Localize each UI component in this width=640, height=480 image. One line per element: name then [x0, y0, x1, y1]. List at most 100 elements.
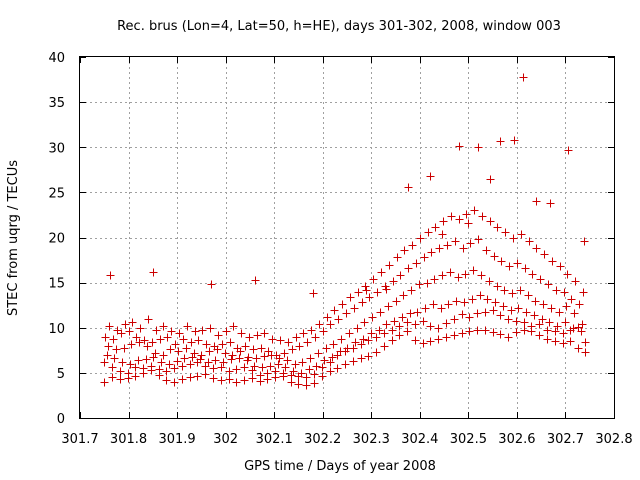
- data-point: [376, 308, 385, 317]
- data-point: [382, 320, 391, 329]
- x-tick-label: 302: [213, 432, 238, 447]
- data-point: [446, 268, 455, 277]
- data-point: [217, 376, 226, 385]
- data-point: [240, 363, 249, 372]
- data-point: [186, 373, 195, 382]
- data-point: [458, 310, 467, 319]
- data-point: [455, 215, 464, 224]
- data-point: [280, 349, 289, 358]
- data-point: [170, 378, 179, 387]
- data-point: [473, 309, 482, 318]
- data-point: [483, 295, 492, 304]
- data-point: [364, 336, 373, 345]
- data-point: [276, 336, 285, 345]
- data-point: [477, 271, 486, 280]
- data-point: [522, 308, 531, 317]
- x-tick-label: 302.4: [401, 432, 438, 447]
- data-point: [561, 318, 570, 327]
- data-point: [222, 327, 231, 336]
- data-point: [249, 345, 258, 354]
- data-point: [210, 342, 219, 351]
- data-point: [248, 366, 257, 375]
- data-point: [170, 364, 179, 373]
- data-point: [112, 345, 121, 354]
- data-point: [388, 326, 397, 335]
- data-point: [318, 363, 327, 372]
- x-tick-label: 301.9: [158, 432, 195, 447]
- data-point: [166, 345, 175, 354]
- data-point: [489, 306, 498, 315]
- data-point: [309, 289, 318, 298]
- data-point: [543, 335, 552, 344]
- data-point: [434, 324, 443, 333]
- data-point: [198, 326, 207, 335]
- data-point: [148, 338, 157, 347]
- data-point: [311, 333, 320, 342]
- data-point: [458, 329, 467, 338]
- data-point: [116, 367, 125, 376]
- x-tick-label: 302.5: [450, 432, 487, 447]
- data-point: [532, 244, 541, 253]
- data-point: [351, 338, 360, 347]
- data-point: [354, 288, 363, 297]
- data-point: [395, 331, 404, 340]
- data-point: [367, 329, 376, 338]
- data-point: [315, 320, 324, 329]
- data-point: [235, 354, 244, 363]
- data-point: [289, 367, 298, 376]
- data-point: [500, 286, 509, 295]
- data-point: [580, 237, 589, 246]
- data-point: [461, 270, 470, 279]
- data-point: [159, 351, 168, 360]
- data-point: [272, 351, 281, 360]
- data-point: [535, 331, 544, 340]
- data-point: [241, 342, 250, 351]
- data-point: [283, 356, 292, 365]
- data-point: [455, 142, 464, 151]
- data-point: [512, 328, 521, 337]
- data-point: [532, 197, 541, 206]
- data-point: [343, 344, 352, 353]
- data-point: [162, 376, 171, 385]
- data-point: [178, 375, 187, 384]
- data-point: [563, 270, 572, 279]
- data-point: [442, 333, 451, 342]
- data-point: [113, 326, 122, 335]
- data-point: [435, 244, 444, 253]
- data-point: [297, 369, 306, 378]
- data-point: [274, 360, 283, 369]
- data-point: [281, 363, 290, 372]
- data-point: [434, 335, 443, 344]
- data-point: [326, 367, 335, 376]
- data-point: [538, 315, 547, 324]
- data-point: [406, 309, 415, 318]
- data-point: [544, 280, 553, 289]
- data-point: [496, 311, 505, 320]
- data-point: [182, 344, 191, 353]
- data-point: [101, 333, 110, 342]
- data-point: [134, 356, 143, 365]
- data-point: [124, 369, 133, 378]
- data-point: [543, 326, 552, 335]
- data-point: [579, 288, 588, 297]
- data-point: [250, 362, 259, 371]
- data-point: [271, 367, 280, 376]
- data-point: [226, 338, 235, 347]
- data-point: [497, 257, 506, 266]
- data-point: [109, 335, 118, 344]
- data-point: [173, 357, 182, 366]
- data-point: [546, 199, 555, 208]
- data-point: [398, 313, 407, 322]
- data-point: [380, 329, 389, 338]
- y-tick-label: 5: [57, 367, 65, 382]
- data-point: [260, 329, 269, 338]
- data-point: [131, 363, 140, 372]
- data-point: [294, 380, 303, 389]
- data-point: [135, 338, 144, 347]
- data-point: [520, 318, 529, 327]
- data-point: [306, 354, 315, 363]
- data-point: [459, 244, 468, 253]
- data-point: [207, 280, 216, 289]
- data-point: [578, 320, 587, 329]
